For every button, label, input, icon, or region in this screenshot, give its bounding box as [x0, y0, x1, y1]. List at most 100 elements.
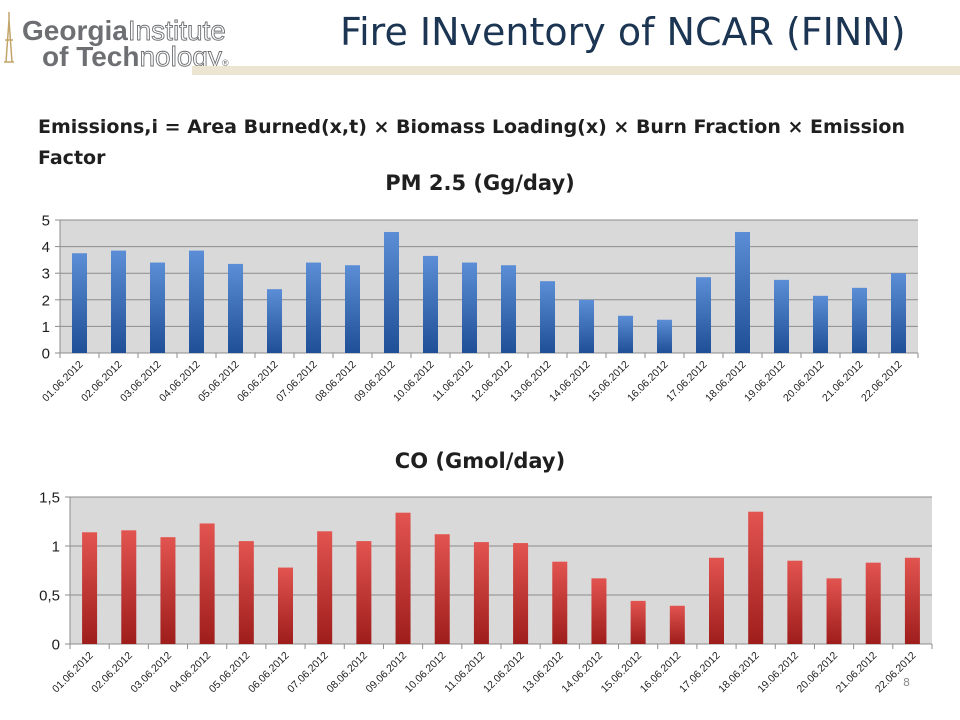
- bar: [72, 253, 87, 353]
- x-tick-label: 16.06.2012: [625, 359, 671, 405]
- svg-text:of Technology®: of Technology®: [42, 41, 229, 72]
- bar: [891, 273, 906, 353]
- bar: [199, 523, 215, 644]
- x-tick-label: 15.06.2012: [586, 359, 632, 405]
- x-tick-label: 02.06.2012: [89, 650, 135, 696]
- bar: [865, 562, 881, 644]
- y-tick-label: 2: [42, 292, 50, 309]
- chart-title: PM 2.5 (Gg/day): [385, 171, 575, 195]
- x-tick-label: 16.06.2012: [638, 650, 684, 696]
- bar: [434, 534, 450, 644]
- plot-area: [70, 497, 932, 644]
- x-tick-label: 18.06.2012: [716, 650, 762, 696]
- x-tick-label: 04.06.2012: [168, 650, 214, 696]
- bar: [852, 287, 867, 353]
- bar: [709, 557, 724, 644]
- bar: [121, 530, 137, 644]
- bar: [579, 299, 594, 353]
- y-tick-label: 3: [42, 266, 50, 283]
- logo-tower-icon: [4, 12, 14, 63]
- x-tick-label: 02.06.2012: [79, 359, 125, 405]
- bar: [228, 263, 243, 353]
- x-tick-label: 04.06.2012: [157, 359, 203, 405]
- y-tick-label: 0: [42, 346, 50, 363]
- bar: [384, 231, 399, 353]
- x-tick-label: 20.06.2012: [795, 650, 841, 696]
- bar: [696, 277, 711, 353]
- x-tick-label: 07.06.2012: [274, 359, 320, 405]
- bar: [317, 531, 333, 644]
- bar: [826, 578, 842, 644]
- bar: [904, 557, 920, 644]
- x-tick-label: 12.06.2012: [469, 359, 515, 405]
- bar: [423, 255, 438, 353]
- bar: [462, 262, 477, 353]
- bar: [669, 605, 685, 644]
- plot-area: [60, 220, 918, 353]
- slide-title: Fire INventory of NCAR (FINN): [340, 10, 906, 54]
- logo-text-oftech: of Tech: [42, 41, 139, 72]
- x-tick-label: 08.06.2012: [324, 650, 370, 696]
- bar: [82, 532, 98, 644]
- x-tick-label: 10.06.2012: [403, 650, 449, 696]
- x-tick-label: 21.06.2012: [820, 359, 866, 405]
- georgia-tech-logo: GeorgiaInstitute of Technology®: [4, 12, 229, 72]
- x-tick-label: 14.06.2012: [547, 359, 593, 405]
- chart-title: CO (Gmol/day): [395, 449, 565, 473]
- bar: [618, 315, 633, 353]
- y-tick-label: 4: [42, 239, 50, 256]
- logo-text-georgia: Georgia: [22, 15, 128, 46]
- x-tick-label: 09.06.2012: [352, 359, 398, 405]
- x-tick-label: 05.06.2012: [207, 650, 253, 696]
- bar: [238, 541, 254, 644]
- x-tick-label: 09.06.2012: [364, 650, 410, 696]
- bar: [735, 231, 750, 353]
- bar: [513, 543, 529, 644]
- x-tick-label: 10.06.2012: [391, 359, 437, 405]
- x-tick-label: 13.06.2012: [520, 650, 566, 696]
- bar: [278, 567, 293, 644]
- x-tick-label: 21.06.2012: [834, 650, 880, 696]
- co-bar-chart: CO (Gmol/day) 0 0,5 1 1,5 01.06.201202.06.201…: [39, 449, 933, 696]
- slide-number: 8: [903, 676, 910, 689]
- y-tick-label: 0,5: [39, 588, 60, 605]
- x-tick-label: 01.06.2012: [50, 650, 96, 696]
- x-tick-label: 13.06.2012: [508, 359, 554, 405]
- bar: [345, 265, 360, 353]
- y-tick-label: 1,5: [39, 490, 60, 507]
- x-tick-label: 01.06.2012: [40, 359, 86, 405]
- bar: [630, 600, 646, 644]
- bar: [657, 319, 672, 353]
- bar: [189, 250, 204, 353]
- x-tick-label: 20.06.2012: [781, 359, 827, 405]
- x-tick-label: 15.06.2012: [599, 650, 645, 696]
- x-tick-label: 19.06.2012: [755, 650, 801, 696]
- pm25-bar-chart: PM 2.5 (Gg/day) 0 1 2 3 4 5 01.06.201202.06.201…: [40, 171, 919, 405]
- x-tick-label: 12.06.2012: [481, 650, 527, 696]
- x-tick-label: 17.06.2012: [677, 650, 723, 696]
- bar: [748, 511, 764, 644]
- svg-text:GeorgiaInstitute: GeorgiaInstitute: [22, 15, 226, 46]
- y-tick-label: 1: [52, 539, 60, 556]
- y-tick-label: 5: [42, 213, 50, 230]
- bar: [813, 295, 828, 353]
- bar: [267, 289, 282, 353]
- x-tick-label: 14.06.2012: [559, 650, 605, 696]
- bar: [787, 560, 803, 644]
- logo-text-institute: Institute: [128, 15, 226, 46]
- x-tick-label: 03.06.2012: [118, 359, 164, 405]
- x-tick-label: 17.06.2012: [664, 359, 710, 405]
- x-tick-label: 18.06.2012: [703, 359, 749, 405]
- logo-registered-mark: ®: [222, 58, 229, 68]
- bar: [111, 250, 126, 353]
- bar: [540, 281, 555, 353]
- bar: [356, 541, 372, 644]
- x-tick-label: 05.06.2012: [196, 359, 242, 405]
- bar: [160, 537, 176, 644]
- bar: [552, 561, 568, 644]
- title-accent-bar: [192, 66, 960, 75]
- x-tick-label: 06.06.2012: [246, 650, 292, 696]
- bar: [473, 542, 489, 644]
- x-tick-label: 03.06.2012: [128, 650, 174, 696]
- bar: [774, 279, 789, 353]
